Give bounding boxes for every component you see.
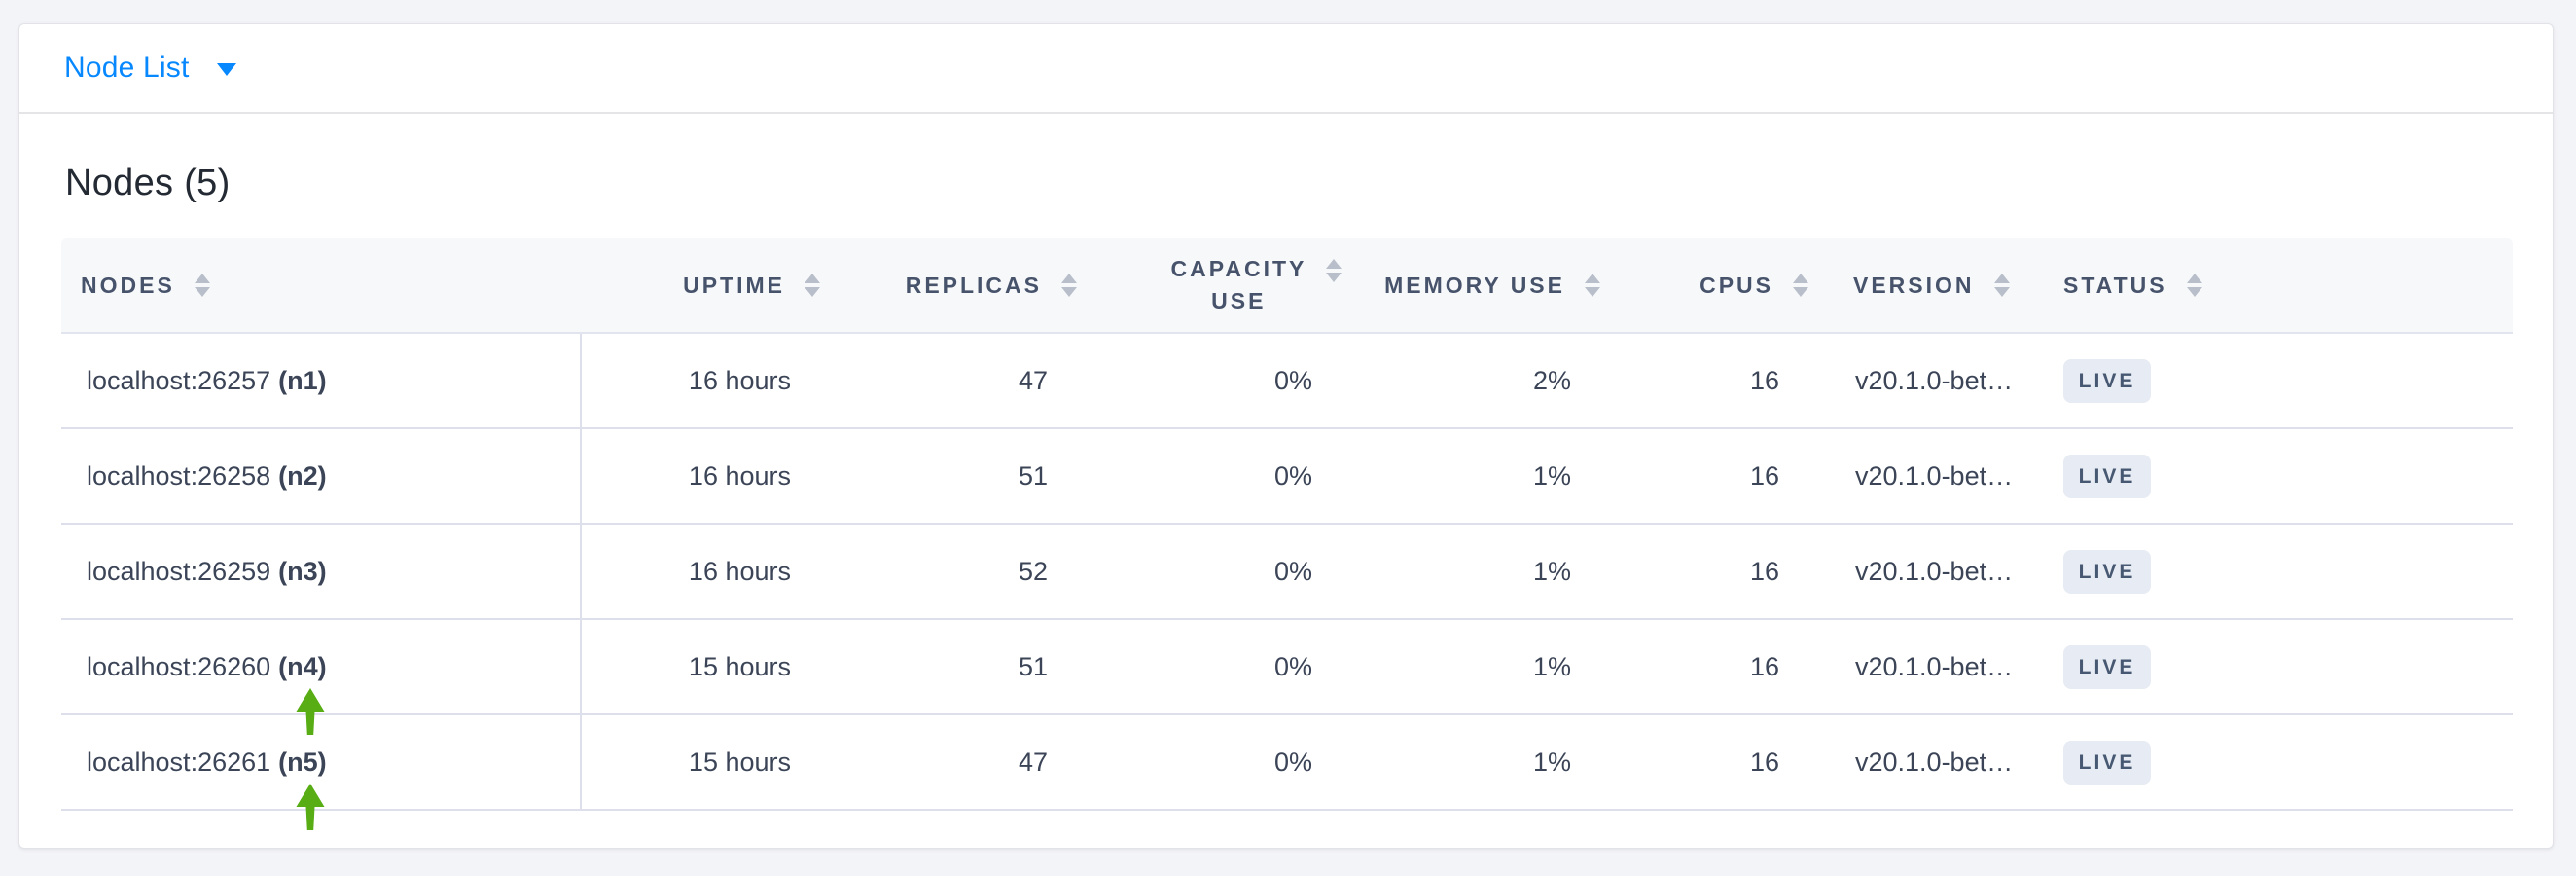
memory-use-cell: 2% — [1345, 334, 1604, 429]
replicas-cell: 52 — [824, 525, 1081, 620]
sort-icon — [1061, 274, 1077, 297]
node-address-link[interactable]: localhost:26257 — [87, 365, 271, 395]
cpus-cell: 16 — [1604, 525, 1812, 620]
column-header-memory-use[interactable]: MEMORY USE — [1345, 238, 1604, 334]
status-badge: LIVE — [2063, 549, 2151, 594]
column-header-version[interactable]: VERSION — [1812, 238, 2034, 334]
sort-icon — [1993, 274, 2010, 297]
node-id: (n3) — [278, 556, 327, 586]
status-badge: LIVE — [2063, 740, 2151, 785]
memory-use-cell: 1% — [1345, 429, 1604, 525]
column-header-cpus[interactable]: CPUS — [1604, 238, 1812, 334]
cpus-cell: 16 — [1604, 715, 1812, 811]
node-address-link[interactable]: localhost:26260 — [87, 651, 271, 681]
replicas-cell: 47 — [824, 715, 1081, 811]
card-header: Node List — [19, 24, 2553, 114]
capacity-use-cell: 0% — [1081, 429, 1345, 525]
version-cell: v20.1.0-bet… — [1812, 620, 2034, 715]
cpus-cell: 16 — [1604, 620, 1812, 715]
node-list-card: Node List Nodes (5) NODES — [18, 23, 2554, 849]
table-row: localhost:26257 (n1) 16 hours 47 0% 2% 16… — [61, 334, 2513, 429]
status-badge: LIVE — [2063, 644, 2151, 689]
uptime-cell: 16 hours — [582, 334, 824, 429]
sort-icon — [194, 274, 210, 297]
column-header-uptime[interactable]: UPTIME — [582, 238, 824, 334]
column-header-status[interactable]: STATUS — [2034, 238, 2513, 334]
replicas-cell: 51 — [824, 429, 1081, 525]
uptime-cell: 16 hours — [582, 525, 824, 620]
sort-icon — [1585, 274, 1600, 297]
status-cell: LIVE — [2034, 525, 2513, 620]
sort-icon — [805, 274, 820, 297]
table-row: localhost:26259 (n3) 16 hours 52 0% 1% 16… — [61, 525, 2513, 620]
node-id: (n5) — [278, 747, 327, 777]
node-id: (n2) — [278, 460, 327, 491]
status-cell: LIVE — [2034, 715, 2513, 811]
nodes-table: NODES UPTIME REPLICAS — [61, 238, 2513, 830]
sort-icon — [1793, 274, 1808, 297]
replicas-cell: 47 — [824, 334, 1081, 429]
green-up-arrow-icon — [296, 784, 325, 830]
table-row: localhost:26260 (n4) 15 hours 51 0% 1% 16… — [61, 620, 2513, 735]
table-row: localhost:26261 (n5) 15 hours 47 0% 1% 16… — [61, 715, 2513, 830]
uptime-cell: 15 hours — [582, 715, 824, 811]
memory-use-cell: 1% — [1345, 715, 1604, 811]
memory-use-cell: 1% — [1345, 525, 1604, 620]
column-header-replicas[interactable]: REPLICAS — [824, 238, 1081, 334]
sort-icon — [1326, 259, 1342, 282]
version-cell: v20.1.0-bet… — [1812, 525, 2034, 620]
version-cell: v20.1.0-bet… — [1812, 429, 2034, 525]
card-body: Nodes (5) NODES UPTIME — [19, 161, 2553, 830]
green-up-arrow-icon — [296, 688, 325, 735]
cpus-cell: 16 — [1604, 334, 1812, 429]
status-cell: LIVE — [2034, 334, 2513, 429]
table-header: NODES UPTIME REPLICAS — [61, 238, 2513, 334]
node-id: (n4) — [278, 651, 327, 681]
table-body: localhost:26257 (n1) 16 hours 47 0% 2% 16… — [61, 334, 2513, 830]
page-title: Nodes (5) — [65, 163, 231, 203]
cpus-cell: 16 — [1604, 429, 1812, 525]
status-cell: LIVE — [2034, 620, 2513, 715]
caret-down-icon — [216, 63, 236, 76]
node-address-link[interactable]: localhost:26259 — [87, 556, 271, 586]
replicas-cell: 51 — [824, 620, 1081, 715]
status-badge: LIVE — [2063, 454, 2151, 498]
column-header-nodes[interactable]: NODES — [61, 238, 582, 334]
uptime-cell: 15 hours — [582, 620, 824, 715]
table-row: localhost:26258 (n2) 16 hours 51 0% 1% 16… — [61, 429, 2513, 525]
node-list-dropdown[interactable]: Node List — [64, 52, 236, 85]
uptime-cell: 16 hours — [582, 429, 824, 525]
node-address-link[interactable]: localhost:26258 — [87, 460, 271, 491]
dropdown-label: Node List — [64, 52, 190, 84]
capacity-use-cell: 0% — [1081, 525, 1345, 620]
version-cell: v20.1.0-bet… — [1812, 715, 2034, 811]
version-cell: v20.1.0-bet… — [1812, 334, 2034, 429]
capacity-use-cell: 0% — [1081, 334, 1345, 429]
capacity-use-cell: 0% — [1081, 715, 1345, 811]
memory-use-cell: 1% — [1345, 620, 1604, 715]
node-address-link[interactable]: localhost:26261 — [87, 747, 271, 777]
capacity-use-cell: 0% — [1081, 620, 1345, 715]
status-cell: LIVE — [2034, 429, 2513, 525]
sort-icon — [2186, 274, 2202, 297]
column-header-capacity-use[interactable]: CAPACITY USE — [1081, 238, 1345, 334]
status-badge: LIVE — [2063, 358, 2151, 403]
node-id: (n1) — [278, 365, 327, 395]
